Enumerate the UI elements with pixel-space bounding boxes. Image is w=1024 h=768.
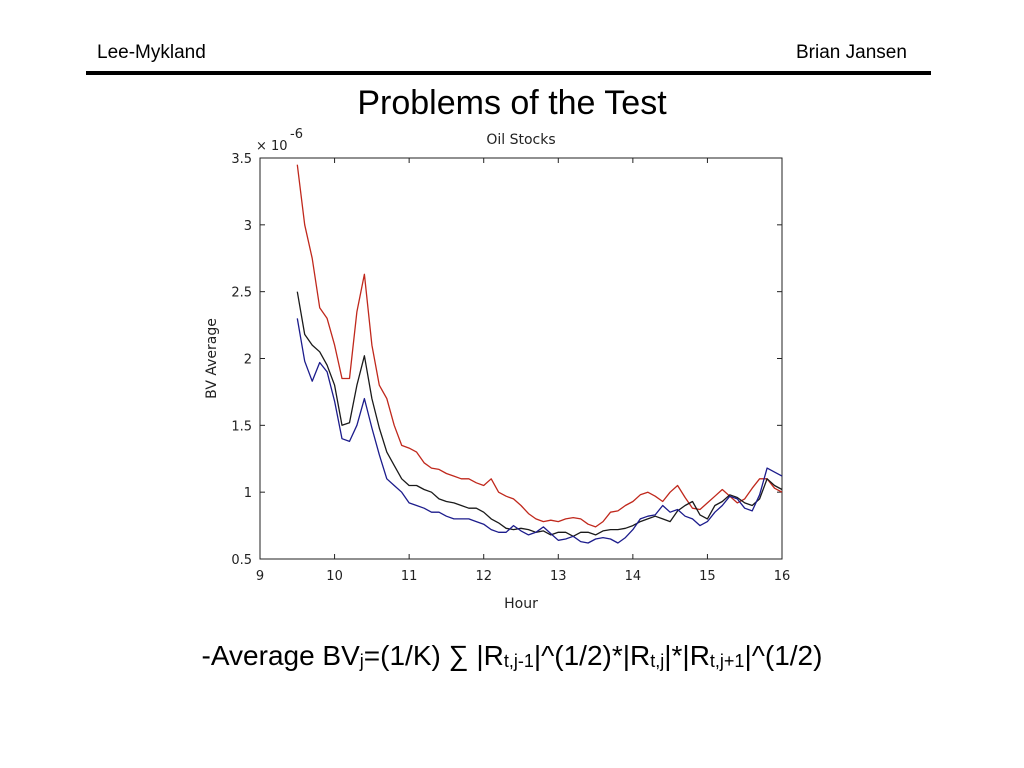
series-line-blue: [296, 318, 783, 544]
y-tick-label: 1: [244, 486, 252, 501]
series-line-black: [296, 291, 783, 537]
formula-sub-3: t,j: [650, 651, 665, 671]
header-divider: [86, 71, 931, 75]
x-tick-label: 14: [625, 569, 642, 584]
formula-part-2: =(1/K) ∑ |R: [363, 640, 504, 671]
y-tick-label: 3: [244, 219, 252, 234]
x-tick-label: 16: [774, 569, 791, 584]
plot-frame: [259, 157, 783, 560]
x-tick-label: 15: [699, 569, 716, 584]
y-axis-label: BV Average: [204, 318, 220, 399]
formula-part-4: |*|R: [664, 640, 710, 671]
series-line-red: [296, 164, 783, 528]
slide-title: Problems of the Test: [357, 84, 667, 122]
y-tick-label: 1.5: [231, 419, 252, 434]
formula-sub-2: t,j-1: [503, 651, 534, 671]
formula-part-5: |^(1/2): [744, 640, 823, 671]
header-right-text: Brian Jansen: [796, 42, 907, 63]
header-left-text: Lee-Mykland: [97, 42, 206, 63]
y-tick-label: 2: [244, 353, 252, 368]
y-tick-label: 3.5: [231, 152, 252, 167]
x-tick-label: 10: [326, 569, 343, 584]
formula-part-1: -Average BV: [201, 640, 360, 671]
y-tick-label: 2.5: [231, 286, 252, 301]
x-tick-label: 12: [475, 569, 492, 584]
formula-sub-1: j: [359, 651, 364, 671]
y-multiplier-exponent: -6: [290, 127, 303, 142]
formula-part-3: |^(1/2)*|R: [533, 640, 651, 671]
formula-text: -Average BVj=(1/K) ∑ |Rt,j-1|^(1/2)*|Rt,…: [0, 640, 1024, 672]
chart-title: Oil Stocks: [486, 132, 555, 148]
x-axis-label: Hour: [504, 596, 538, 612]
x-tick-label: 11: [401, 569, 418, 584]
oil-stocks-chart: 9 10 11 12 13 14 15 16 0.5 1 1.5 2 2.5 3 3.5 × 10-6 Oil …: [204, 127, 791, 612]
formula-sub-4: t,j+1: [709, 651, 745, 671]
y-tick-label: 0.5: [231, 553, 252, 568]
x-tick-label: 13: [550, 569, 567, 584]
x-tick-label: 9: [256, 569, 264, 584]
y-multiplier-label: × 10: [256, 139, 288, 154]
